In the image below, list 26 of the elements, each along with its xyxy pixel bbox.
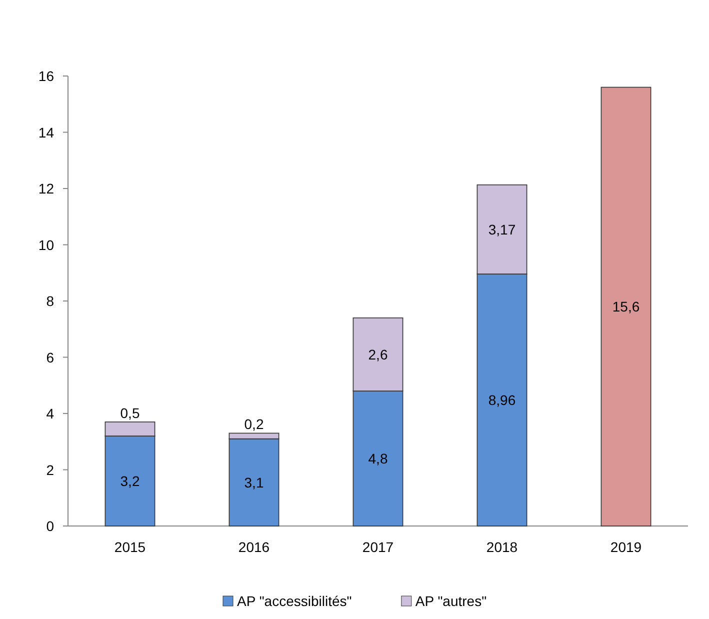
data-label: 3,17 [488,221,516,238]
data-label: 0,2 [244,416,264,432]
legend-label: AP "accessibilités" [237,593,352,609]
x-tick-label: 2018 [486,539,518,555]
x-tick-label: 2019 [610,539,642,555]
data-label: 3,1 [244,474,264,490]
y-tick-label: 8 [46,293,54,309]
x-tick-label: 2017 [362,539,394,555]
y-tick-label: 0 [46,518,54,534]
data-label: 2,6 [368,346,388,362]
y-tick-label: 4 [46,406,54,422]
data-label: 15,6 [612,298,640,315]
y-tick-label: 6 [46,349,54,366]
y-tick-label: 12 [38,180,54,196]
data-label: 3,2 [120,473,140,489]
y-tick-label: 16 [38,68,54,84]
y-tick-label: 14 [38,124,54,140]
legend-label: AP "autres" [415,593,487,609]
data-label: 8,96 [488,392,516,408]
x-tick-label: 2015 [114,539,146,555]
data-label: 4,8 [368,450,388,466]
y-tick-label: 2 [46,462,54,478]
x-tick-label: 2016 [238,539,270,555]
bar [600,86,652,526]
y-tick-label: 10 [38,236,54,253]
data-label: 0,5 [120,404,140,421]
